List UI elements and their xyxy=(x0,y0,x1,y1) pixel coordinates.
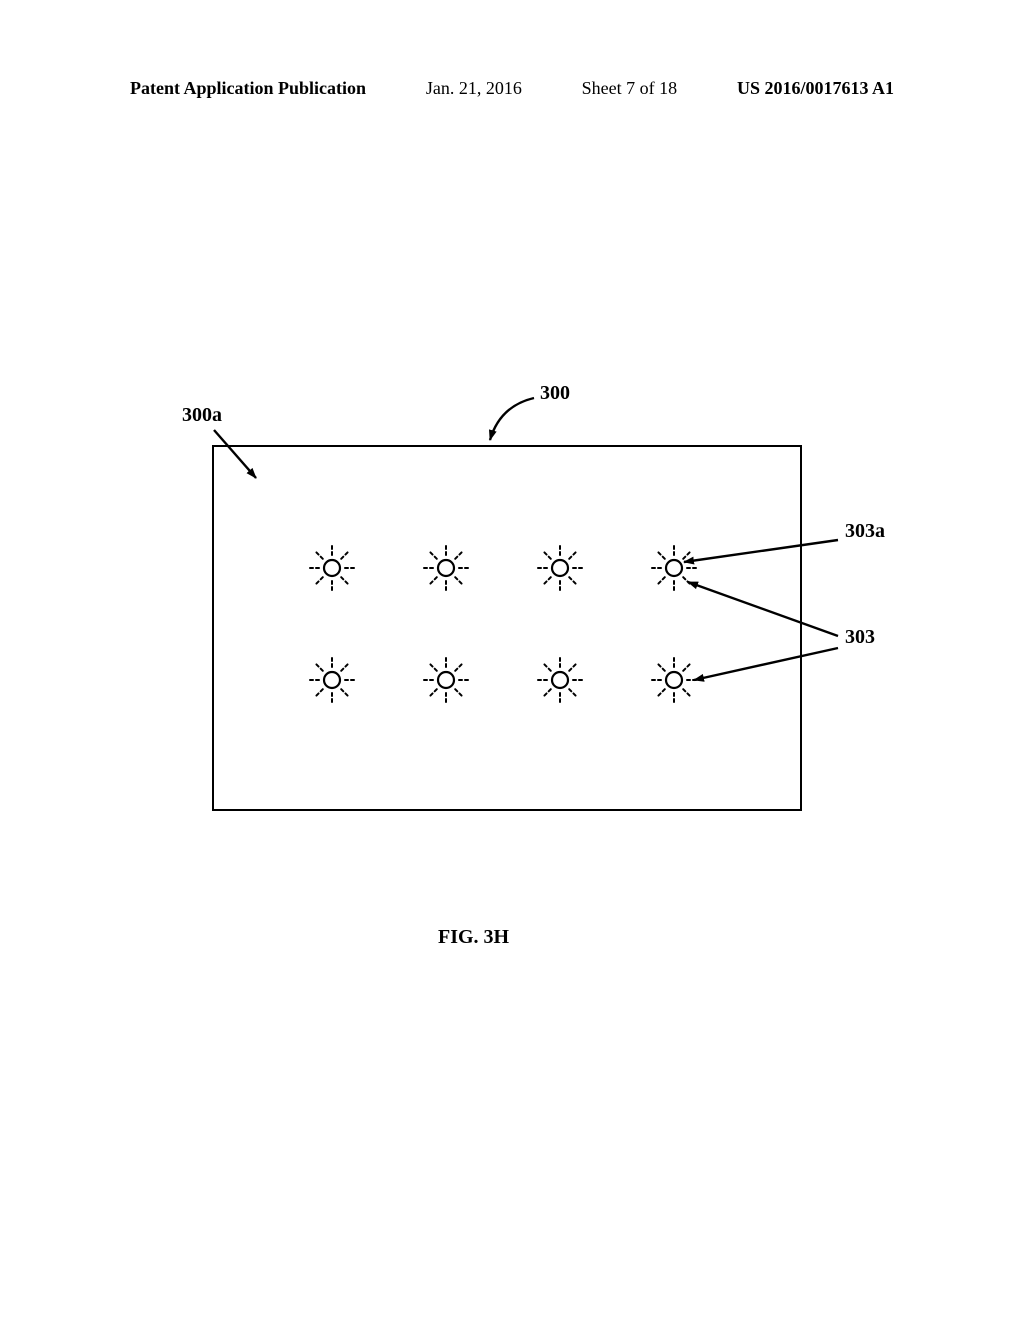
figure-svg xyxy=(0,0,1024,1320)
label-303a: 303a xyxy=(845,520,885,543)
arrow-303a xyxy=(684,540,838,562)
label-300a: 300a xyxy=(182,404,222,427)
label-303: 303 xyxy=(845,626,875,649)
led-icon xyxy=(536,544,584,592)
led-icon xyxy=(650,656,698,704)
arrow-303-lower xyxy=(694,648,838,680)
figure-3h: 300 300a 303a 303 FIG. 3H xyxy=(0,0,1024,1320)
callout-arrows xyxy=(214,398,838,680)
led-icon xyxy=(308,656,356,704)
arrow-300a xyxy=(214,430,256,478)
arrow-303-upper xyxy=(688,582,838,636)
figure-caption: FIG. 3H xyxy=(438,926,509,949)
led-icon xyxy=(422,544,470,592)
page-root: Patent Application Publication Jan. 21, … xyxy=(0,0,1024,1320)
led-icon xyxy=(536,656,584,704)
led-icon xyxy=(650,544,698,592)
led-array xyxy=(308,544,698,704)
arrow-300 xyxy=(490,398,534,440)
label-300: 300 xyxy=(540,382,570,405)
led-icon xyxy=(308,544,356,592)
led-icon xyxy=(422,656,470,704)
